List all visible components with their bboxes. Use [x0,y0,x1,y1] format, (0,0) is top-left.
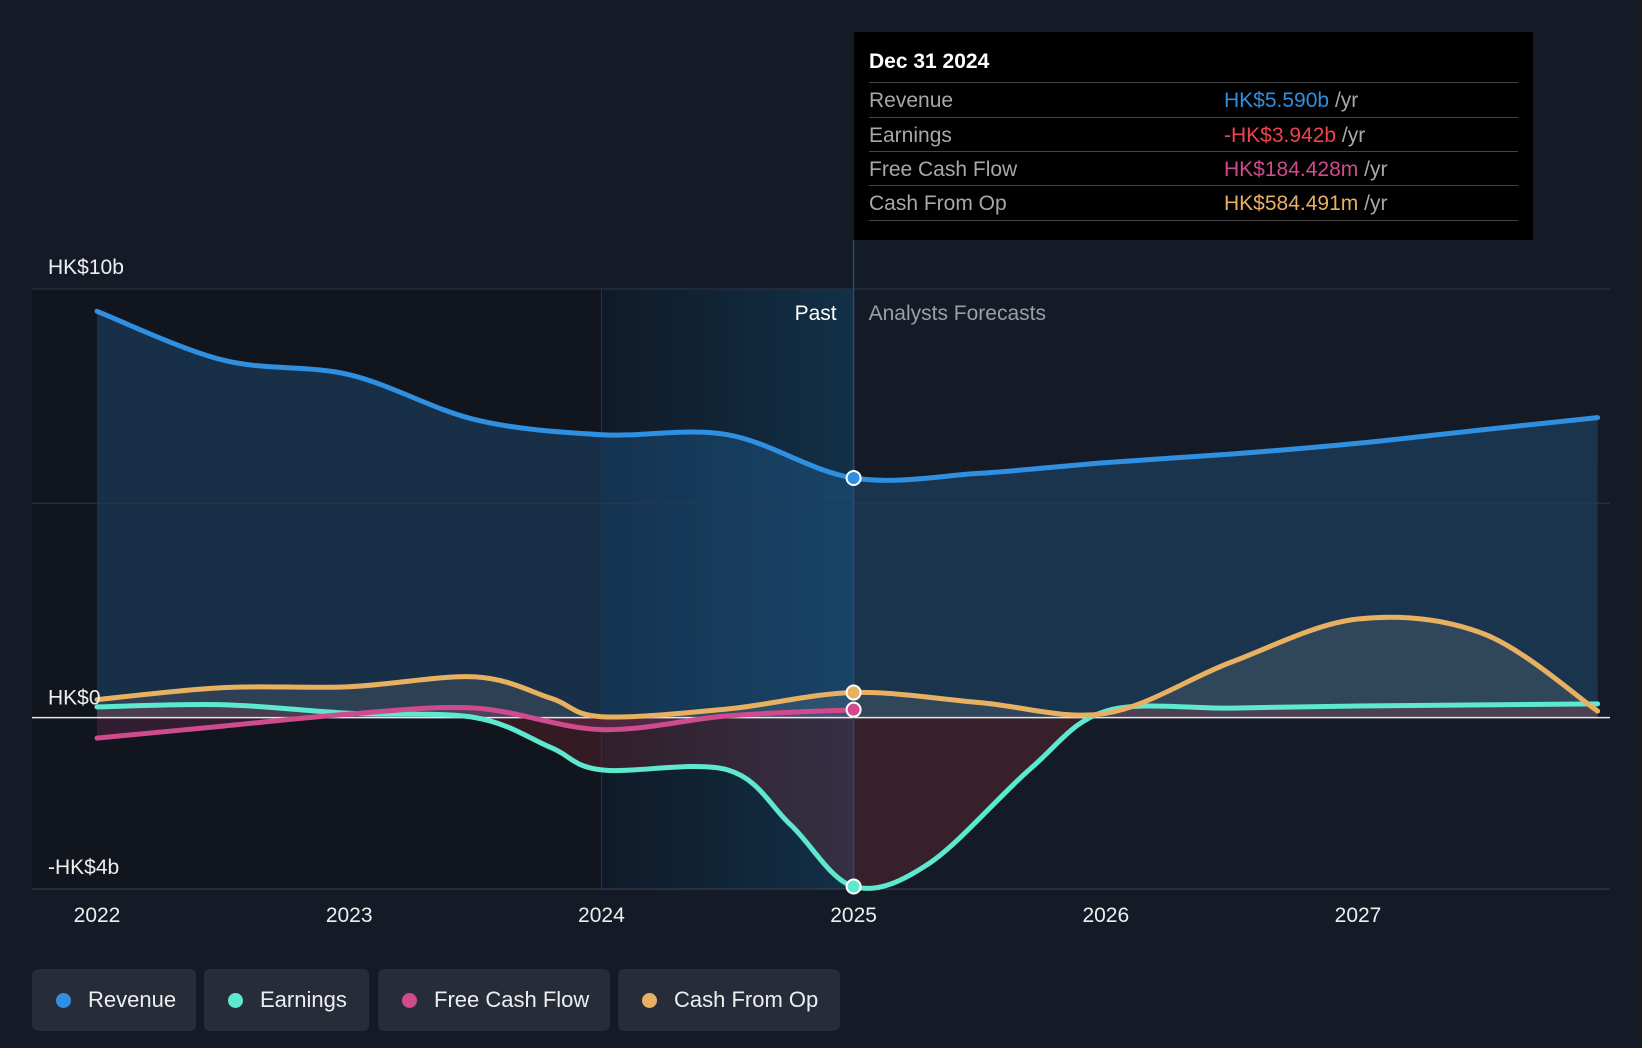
tooltip-value: -HK$3.942b [1224,124,1337,147]
x-tick-label: 2026 [1082,904,1129,927]
tooltip-date: Dec 31 2024 [869,50,990,73]
legend-label: Revenue [88,987,177,1012]
tooltip-row-cash-from-op: Cash From Op HK$584.491m /yr [869,185,1518,221]
tooltip-label: Free Cash Flow [869,158,1018,181]
x-tick-label: 2024 [578,904,625,927]
tooltip-unit: /yr [1341,124,1366,147]
cash-from-op-marker [845,684,862,701]
tooltip-value: HK$5.590b [1224,89,1330,112]
free-cash-flow-dot-icon [402,993,417,1008]
free-cash-flow-marker [845,701,862,718]
cash-from-op-area [97,617,1598,718]
tooltip-unit: /yr [1334,89,1359,112]
earnings-area [97,703,1598,889]
tooltip-row-free-cash-flow: Free Cash Flow HK$184.428m /yr [869,151,1518,186]
x-tick-label: 2027 [1335,904,1382,927]
tooltip-label: Revenue [869,89,954,112]
x-tick-label: 2022 [74,904,121,927]
legend-revenue[interactable]: Revenue [32,969,196,1031]
tooltip-unit: /yr [1364,192,1388,215]
y-axis-label: HK$10b [48,256,124,279]
legend-cash-from-op[interactable]: Cash From Op [618,969,840,1031]
tooltip-row-revenue: Revenue HK$5.590b /yr [869,82,1518,117]
x-tick-label: 2025 [830,904,877,927]
tooltip-value: HK$584.491m [1224,192,1359,215]
tooltip-label: Earnings [869,124,952,147]
legend-free-cash-flow[interactable]: Free Cash Flow [378,969,610,1031]
legend-earnings[interactable]: Earnings [204,969,369,1031]
cash-from-op-line [94,614,1601,720]
tooltip: Dec 31 2024 Revenue HK$5.590b /yr Earnin… [854,32,1533,240]
tooltip-value: HK$184.428m [1224,158,1359,181]
revenue-dot-icon [56,993,71,1008]
y-axis-label: HK$0 [48,687,101,710]
y-axis-label: -HK$4b [48,856,119,879]
legend-label: Earnings [260,987,347,1012]
tooltip-row-earnings: Earnings -HK$3.942b /yr [869,117,1518,152]
tooltip-label: Cash From Op [869,192,1007,215]
earnings-marker [845,878,862,895]
highlight-region [601,289,854,889]
tooltip-unit: /yr [1364,158,1388,181]
legend-label: Free Cash Flow [434,987,590,1012]
past-region [32,289,602,889]
free-cash-flow-line [94,704,857,741]
x-tick-label: 2023 [326,904,373,927]
past-label: Past [795,302,837,325]
revenue-area [97,311,1598,718]
legend-label: Cash From Op [674,987,819,1012]
earnings-dot-icon [228,993,243,1008]
revenue-marker [845,470,862,486]
cash-from-op-dot-icon [642,993,657,1008]
forecast-label: Analysts Forecasts [869,302,1046,325]
